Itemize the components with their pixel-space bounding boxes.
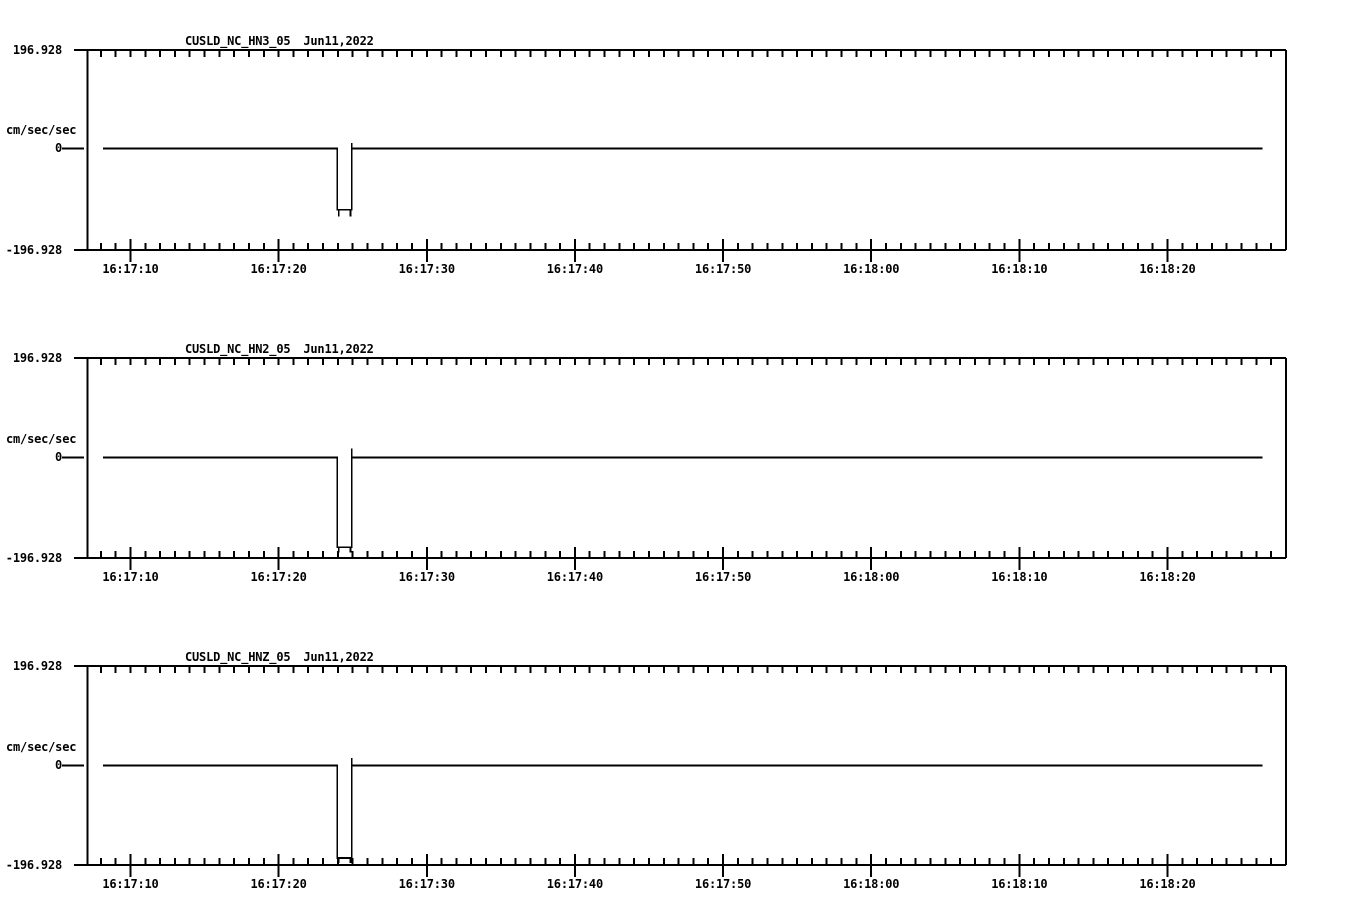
chart-panel-2 — [62, 665, 1287, 877]
x-tick-label: 16:17:20 — [250, 262, 307, 276]
x-tick-label: 16:18:00 — [843, 570, 900, 584]
axis-frame — [62, 49, 1287, 251]
station-channel-label: CUSLD_NC_HN2_05 — [185, 342, 291, 356]
chart-title: CUSLD_NC_HNZ_05 Jun11,2022 — [185, 650, 374, 664]
y-max-label: 196.928 — [12, 42, 62, 57]
time-ticks — [99, 50, 1273, 262]
chart-title: CUSLD_NC_HN2_05 Jun11,2022 — [185, 342, 374, 356]
x-tick-label: 16:17:50 — [694, 262, 752, 276]
y-unit-label: cm/sec/sec — [6, 740, 77, 754]
x-axis-labels: 16:17:10 16:17:20 16:17:30 16:17:40 16:17:50… — [0, 262, 1358, 278]
waveform-trace — [103, 448, 1263, 553]
y-zero-label: 0 — [54, 450, 62, 464]
x-tick-label: 16:17:20 — [250, 877, 307, 891]
time-ticks — [99, 358, 1273, 570]
x-tick-label: 16:17:30 — [398, 877, 455, 891]
x-tick-label: 16:18:10 — [991, 570, 1048, 584]
waveform-trace — [103, 142, 1263, 217]
x-axis-labels: 16:17:10 16:17:20 16:17:30 16:17:40 16:17:50… — [0, 877, 1358, 893]
x-tick-label: 16:17:20 — [250, 570, 307, 584]
x-tick-label: 16:18:00 — [843, 877, 900, 891]
axis-frame — [62, 357, 1287, 559]
chart-title: CUSLD_NC_HN3_05 Jun11,2022 — [185, 34, 374, 48]
x-axis-labels: 16:17:10 16:17:20 16:17:30 16:17:40 16:17:50… — [0, 570, 1358, 586]
waveform-trace — [103, 757, 1263, 864]
x-tick-label: 16:17:10 — [102, 262, 159, 276]
chart-panel-1 — [62, 357, 1287, 570]
x-tick-label: 16:17:40 — [546, 877, 603, 891]
time-ticks — [99, 666, 1273, 877]
y-max-label: 196.928 — [12, 350, 62, 365]
y-min-label: -196.928 — [5, 857, 62, 872]
station-channel-label: CUSLD_NC_HN3_05 — [185, 34, 291, 48]
date-label: Jun11,2022 — [303, 342, 374, 356]
x-tick-label: 16:17:30 — [398, 262, 455, 276]
x-tick-label: 16:17:10 — [102, 570, 159, 584]
y-min-label: -196.928 — [5, 550, 62, 565]
y-max-label: 196.928 — [12, 658, 62, 673]
y-zero-label: 0 — [54, 141, 62, 155]
x-tick-label: 16:18:10 — [991, 262, 1048, 276]
x-tick-label: 16:17:10 — [102, 877, 159, 891]
x-tick-label: 16:17:40 — [546, 570, 603, 584]
x-tick-label: 16:18:00 — [843, 262, 900, 276]
y-unit-label: cm/sec/sec — [6, 123, 77, 137]
date-label: Jun11,2022 — [303, 34, 374, 48]
y-zero-label: 0 — [54, 758, 62, 772]
date-label: Jun11,2022 — [303, 650, 374, 664]
x-tick-label: 16:17:50 — [694, 877, 752, 891]
axis-frame — [62, 665, 1287, 866]
y-min-label: -196.928 — [5, 242, 62, 257]
x-tick-label: 16:17:30 — [398, 570, 455, 584]
x-tick-label: 16:18:20 — [1139, 570, 1196, 584]
x-tick-label: 16:17:50 — [694, 570, 752, 584]
x-tick-label: 16:18:20 — [1139, 877, 1196, 891]
x-tick-label: 16:17:40 — [546, 262, 603, 276]
x-tick-label: 16:18:20 — [1139, 262, 1196, 276]
chart-panel-0 — [62, 49, 1287, 262]
x-tick-label: 16:18:10 — [991, 877, 1048, 891]
y-unit-label: cm/sec/sec — [6, 432, 77, 446]
station-channel-label: CUSLD_NC_HNZ_05 — [185, 650, 291, 664]
